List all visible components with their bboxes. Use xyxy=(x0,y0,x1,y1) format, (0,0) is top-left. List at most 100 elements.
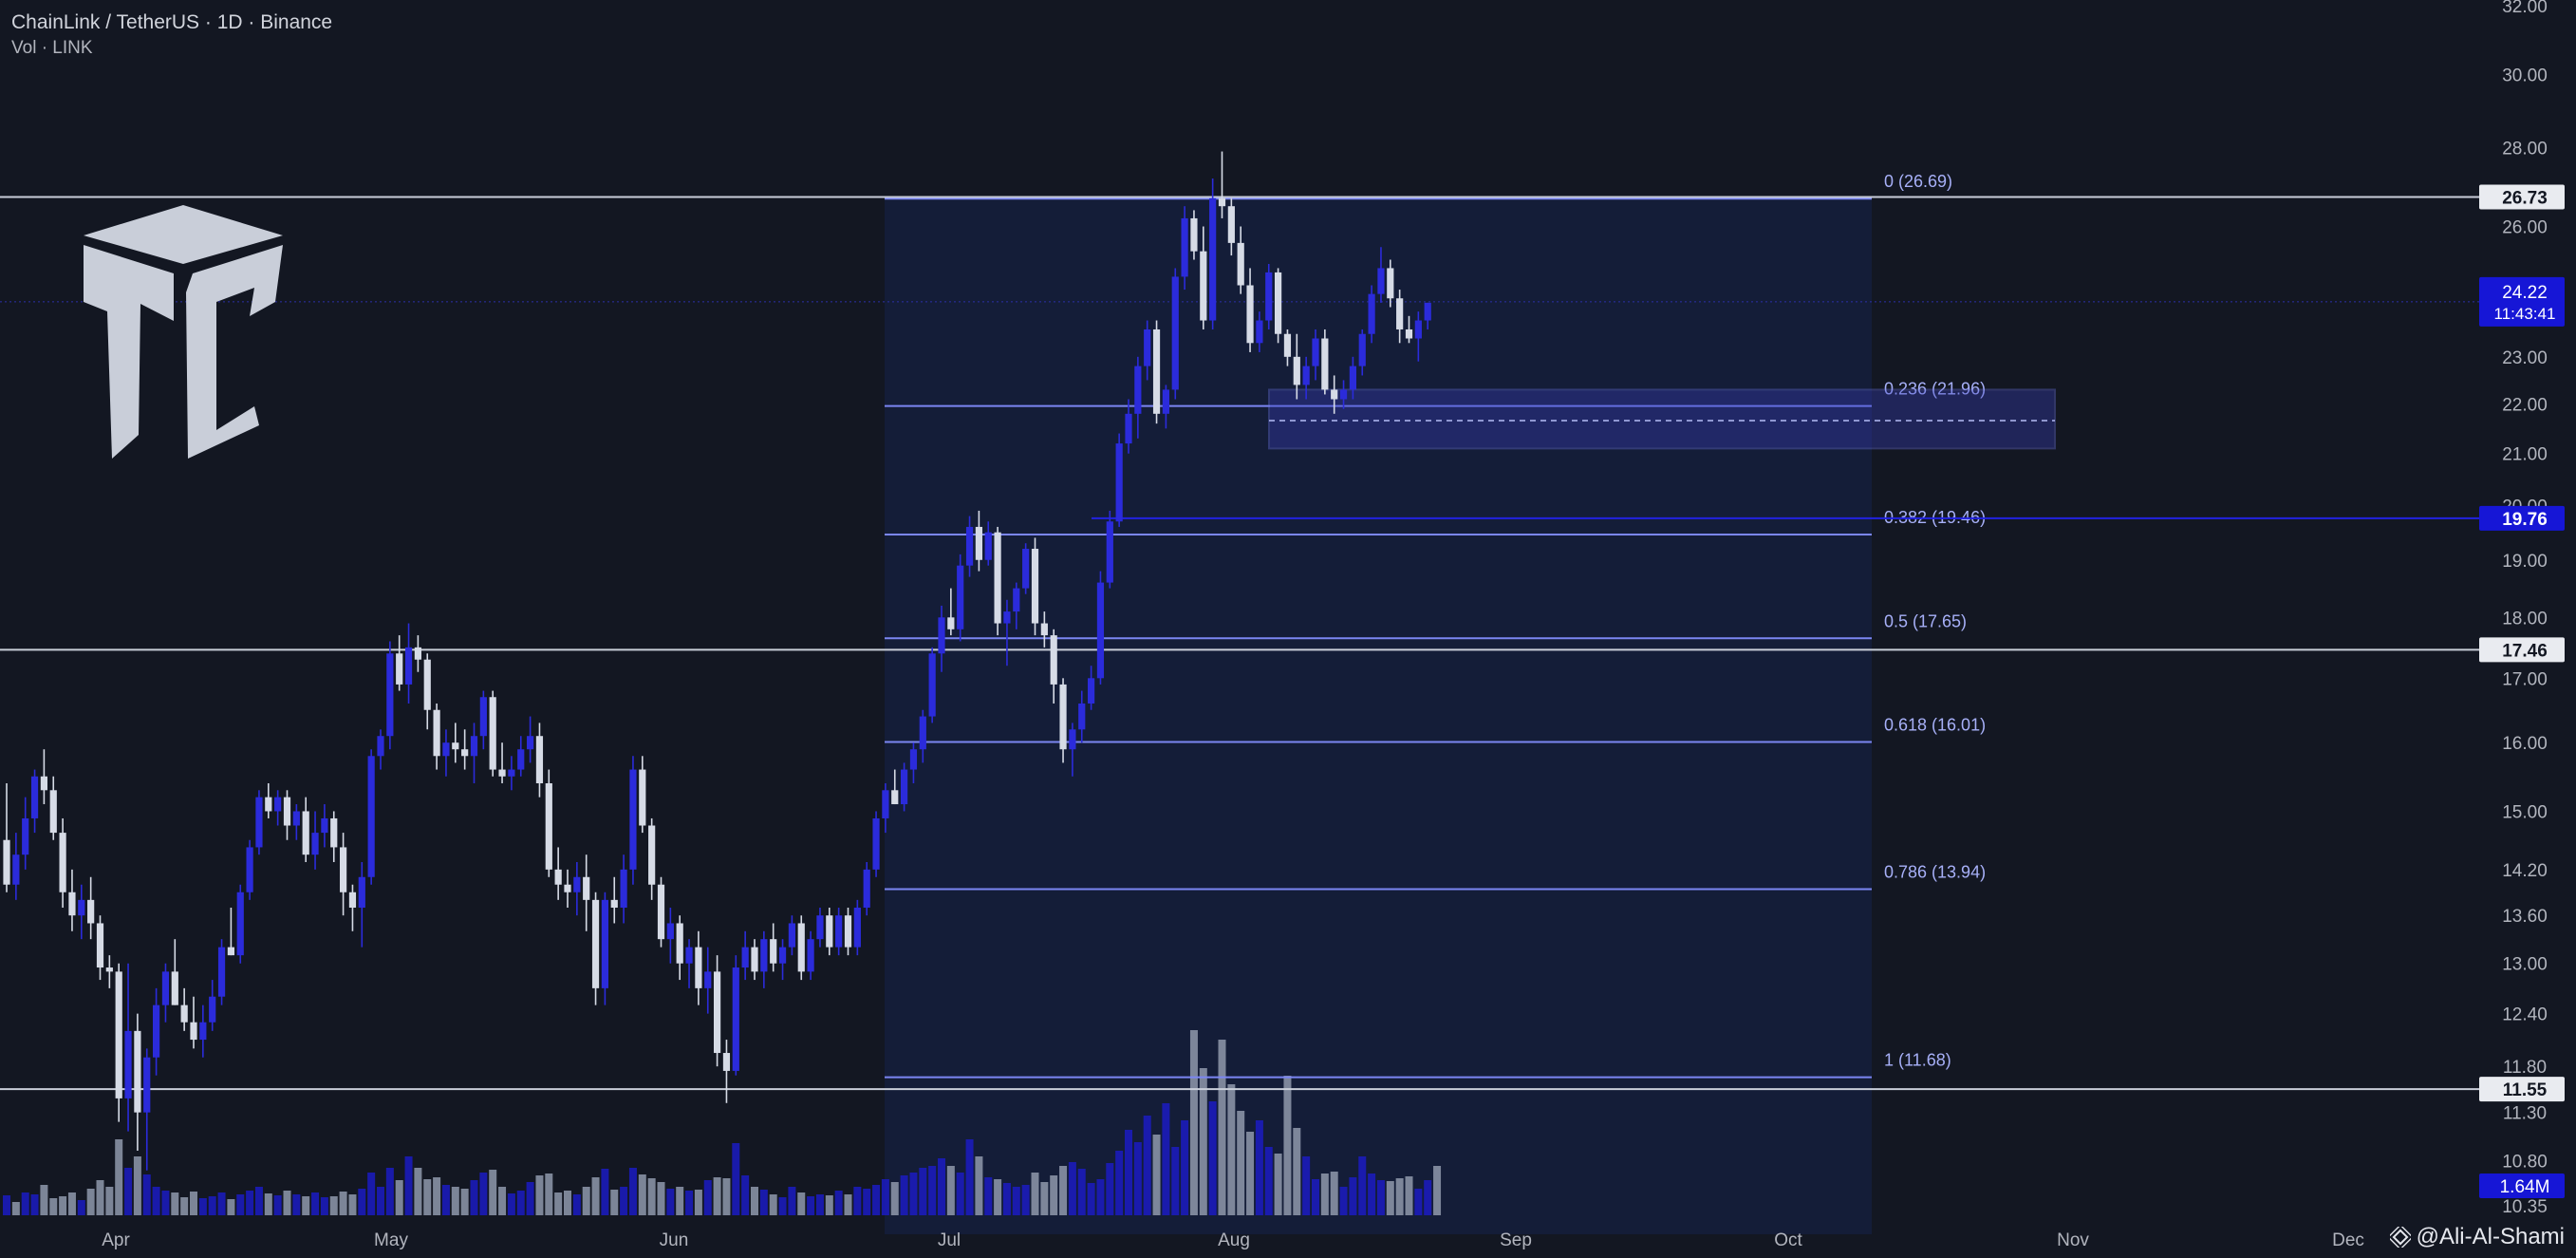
candle-body xyxy=(648,825,656,885)
candle-body xyxy=(760,939,768,972)
candle-body xyxy=(826,915,833,948)
candle-body xyxy=(872,817,880,870)
candle-body xyxy=(1265,272,1273,321)
volume-bar xyxy=(825,1195,833,1215)
volume-bar xyxy=(329,1196,338,1215)
candle-body xyxy=(1171,276,1179,390)
volume-bar xyxy=(441,1185,450,1215)
symbol-title[interactable]: ChainLink / TetherUS · 1D · Binance xyxy=(11,11,333,33)
y-tick-label: 26.00 xyxy=(2502,218,2548,238)
volume-bar xyxy=(142,1174,151,1215)
volume-bar xyxy=(797,1192,806,1215)
volume-bar xyxy=(1293,1128,1301,1215)
candle-body xyxy=(134,1030,141,1113)
x-tick-label: Dec xyxy=(2332,1230,2364,1250)
volume-bar xyxy=(1368,1174,1376,1215)
candle-body xyxy=(489,697,496,770)
volume-bar xyxy=(273,1195,282,1215)
candle-body xyxy=(498,769,506,777)
x-tick-label: Nov xyxy=(2057,1230,2089,1250)
volume-bar xyxy=(292,1194,301,1215)
volume-bar xyxy=(890,1182,899,1215)
candle-body xyxy=(292,811,300,826)
volume-bar xyxy=(676,1187,684,1215)
candle-body xyxy=(470,736,478,757)
candle-body xyxy=(358,876,365,908)
author-watermark: Ali-Al-Shami xyxy=(2386,1224,2565,1250)
candle-body xyxy=(30,776,39,818)
candle-body xyxy=(12,854,20,885)
candle-body xyxy=(124,1030,132,1098)
volume-bar xyxy=(628,1168,637,1215)
volume-bar xyxy=(1237,1111,1245,1215)
candle-body xyxy=(835,915,843,948)
candle-body xyxy=(770,939,777,964)
candle-body xyxy=(1125,413,1132,444)
candle-body xyxy=(105,967,113,972)
y-tick-label: 17.00 xyxy=(2502,669,2548,689)
candle-body xyxy=(1339,389,1348,400)
candle-body xyxy=(685,947,693,964)
volume-indicator-label[interactable]: Vol · LINK xyxy=(11,38,93,58)
candle-body xyxy=(190,1022,197,1041)
y-tick-label: 16.00 xyxy=(2502,734,2548,754)
volume-bar xyxy=(1424,1180,1432,1215)
volume-bar xyxy=(815,1194,824,1215)
candle-body xyxy=(1256,320,1263,344)
y-tick-label: 10.35 xyxy=(2502,1197,2548,1217)
volume-scale-tag xyxy=(2479,1174,2565,1198)
candle-body xyxy=(1162,389,1169,414)
volume-bar xyxy=(180,1197,189,1215)
candle-body xyxy=(340,847,347,892)
volume-bar xyxy=(339,1192,347,1215)
y-tick-label: 30.00 xyxy=(2502,66,2548,85)
candle-body xyxy=(797,923,805,972)
candle-body xyxy=(844,915,852,948)
volume-bar xyxy=(1339,1187,1348,1215)
price-axis-background xyxy=(2479,0,2576,1258)
candle-body xyxy=(227,947,234,956)
volume-bar xyxy=(358,1189,366,1215)
candle-body xyxy=(807,939,814,972)
volume-bar xyxy=(1115,1151,1124,1215)
candle-body xyxy=(601,899,608,988)
candle-body xyxy=(1218,197,1226,207)
volume-bar xyxy=(620,1187,628,1215)
volume-bar xyxy=(1106,1163,1114,1215)
volume-bar xyxy=(1181,1120,1189,1215)
candle-body xyxy=(1368,293,1375,334)
fib-level-label: 1 (11.68) xyxy=(1884,1051,1951,1070)
volume-bar xyxy=(1133,1142,1142,1215)
candle-body xyxy=(367,756,375,877)
candle-body xyxy=(1088,678,1095,704)
volume-bar xyxy=(1125,1130,1132,1215)
candle-body xyxy=(732,967,739,1071)
candle-body xyxy=(1312,338,1319,366)
candle-body xyxy=(909,749,918,770)
candle-body xyxy=(1003,611,1011,624)
candle-body xyxy=(901,769,908,805)
binance-diamond-icon xyxy=(2386,1224,2414,1250)
volume-bar xyxy=(498,1187,507,1215)
candle-body xyxy=(1152,329,1161,414)
candle-body xyxy=(1414,320,1422,339)
candle-body xyxy=(274,797,282,812)
y-tick-label: 22.00 xyxy=(2502,396,2548,416)
candle-body xyxy=(863,869,870,908)
volume-bar xyxy=(844,1194,852,1215)
candle-body xyxy=(639,769,646,826)
candle-body xyxy=(396,653,403,685)
volume-bar xyxy=(105,1187,114,1215)
volume-bar xyxy=(217,1192,226,1215)
candle-body xyxy=(1377,268,1385,294)
candle-body xyxy=(508,769,515,777)
candle-body xyxy=(1209,197,1217,321)
candle-body xyxy=(573,876,581,892)
volume-bar xyxy=(1414,1189,1423,1215)
y-tick-label: 15.00 xyxy=(2502,802,2548,822)
volume-bar xyxy=(86,1189,95,1215)
candle-body xyxy=(1321,338,1329,390)
volume-bar xyxy=(1227,1084,1236,1215)
price-tag xyxy=(2479,505,2565,531)
